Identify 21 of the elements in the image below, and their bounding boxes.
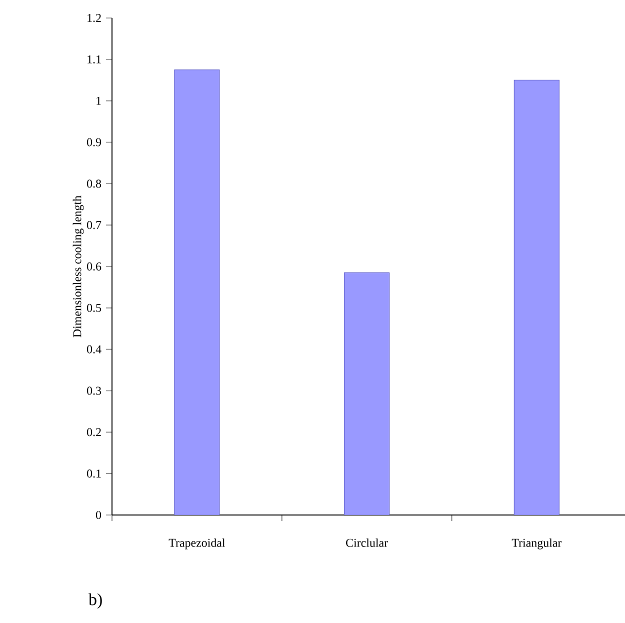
y-tick-label: 0.1 bbox=[87, 470, 101, 478]
y-tick-label: 1 bbox=[96, 96, 101, 105]
y-tick-label: 0 bbox=[96, 510, 102, 520]
y-tick-label: 0.7 bbox=[87, 221, 102, 230]
bar bbox=[514, 80, 560, 515]
y-tick-label: 0.4 bbox=[87, 345, 102, 354]
y-tick-label: 0.2 bbox=[87, 428, 101, 436]
x-tick-label: Circlular bbox=[346, 538, 388, 547]
bar bbox=[344, 272, 390, 515]
y-tick-label: 1.2 bbox=[88, 14, 101, 22]
y-tick-label: 0.3 bbox=[87, 386, 102, 395]
y-tick-label: 1.1 bbox=[88, 55, 101, 64]
y-tick-label: 0.9 bbox=[87, 138, 102, 146]
y-tick-label: 0.6 bbox=[87, 262, 102, 271]
text: b) bbox=[88, 593, 102, 609]
bar bbox=[174, 69, 220, 515]
y-axis-title: Dimensionless cooling length bbox=[72, 196, 84, 338]
x-tick-label: Trapezoidal bbox=[168, 538, 226, 550]
x-tick-label: Triangular bbox=[512, 538, 562, 550]
y-tick-label: 0.8 bbox=[87, 180, 102, 188]
y-tick-label: 0.5 bbox=[87, 304, 102, 312]
